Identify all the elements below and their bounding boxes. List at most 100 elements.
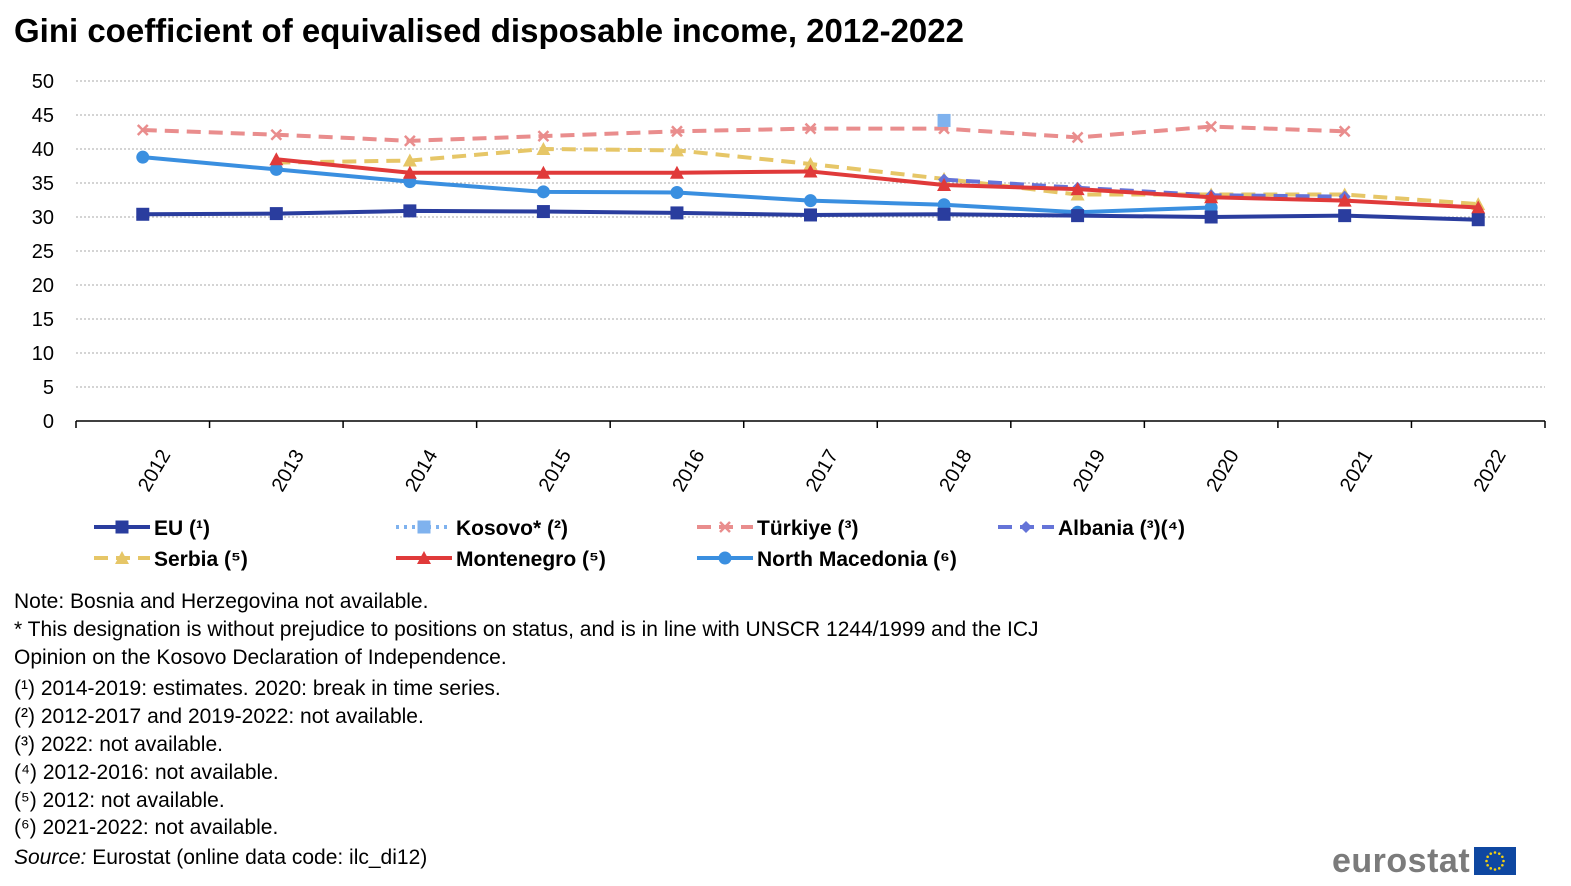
data-point bbox=[136, 150, 150, 164]
y-tick-label: 20 bbox=[32, 275, 54, 297]
note-line: Note: Bosnia and Herzegovina not availab… bbox=[14, 590, 429, 613]
data-point bbox=[1337, 193, 1352, 207]
x-tick-label: 2018 bbox=[935, 446, 976, 496]
series-lines bbox=[136, 113, 1486, 227]
gridlines bbox=[76, 80, 1545, 388]
x-tick-label: 2013 bbox=[268, 446, 309, 496]
logo-wordmark: eurostat bbox=[1332, 841, 1471, 880]
legend-item: Albania (³)(⁴) bbox=[998, 517, 1185, 540]
chart-notes: Note: Bosnia and Herzegovina not availab… bbox=[14, 588, 1039, 842]
data-point bbox=[136, 207, 150, 221]
footnote-line: (²) 2012-2017 and 2019-2022: not availab… bbox=[14, 705, 424, 729]
data-point bbox=[536, 142, 551, 155]
x-tick-label: 2012 bbox=[134, 446, 175, 496]
legend-label: Albania (³)(⁴) bbox=[1058, 517, 1185, 540]
data-point bbox=[804, 194, 817, 208]
footnote-line: (³) 2022: not available. bbox=[14, 732, 223, 756]
data-point bbox=[718, 551, 732, 565]
data-point bbox=[1204, 210, 1218, 224]
data-point bbox=[669, 143, 684, 157]
legend-label: North Macedonia (⁶) bbox=[757, 548, 957, 571]
series-line bbox=[276, 147, 1479, 207]
note-line: * This designation is without prejudice … bbox=[14, 617, 1039, 641]
flag-star bbox=[1493, 868, 1497, 871]
legend: EU (¹) Kosovo* (²) Türkiye (³) Albania (³)(… bbox=[94, 517, 1185, 571]
data-point bbox=[1070, 182, 1085, 196]
data-point bbox=[670, 206, 684, 220]
data-point bbox=[1338, 209, 1352, 223]
flag-star bbox=[1489, 867, 1493, 870]
series-montenegro bbox=[269, 152, 1486, 214]
series-line bbox=[142, 155, 1212, 215]
footnote-line: (¹) 2014-2019: estimates. 2020: break in… bbox=[14, 677, 501, 701]
data-point bbox=[270, 128, 283, 141]
legend-item: Montenegro (⁵) bbox=[396, 548, 606, 571]
footnote-line: (⁶) 2021-2022: not available. bbox=[14, 816, 279, 840]
flag-star bbox=[1501, 855, 1504, 859]
data-point bbox=[403, 134, 416, 147]
eu-flag-icon bbox=[1474, 847, 1517, 875]
x-tick-label: 2015 bbox=[535, 446, 576, 496]
x-tick-label: 2022 bbox=[1470, 446, 1511, 496]
data-point bbox=[670, 186, 684, 200]
data-point bbox=[536, 205, 550, 219]
data-point bbox=[1071, 131, 1084, 144]
y-tick-label: 15 bbox=[32, 309, 54, 331]
x-axis: 2012 2013 2014 2015 2016 2017 2018 2019 2020 2021… bbox=[75, 420, 1546, 496]
flag-star bbox=[1486, 855, 1490, 859]
data-point bbox=[537, 130, 550, 142]
footnote-line: (⁵) 2012: not available. bbox=[14, 788, 225, 812]
legend-item: North Macedonia (⁶) bbox=[697, 548, 957, 571]
data-point bbox=[269, 162, 283, 176]
x-tick-label: 2019 bbox=[1069, 446, 1110, 496]
data-point bbox=[1205, 120, 1218, 133]
data-point bbox=[417, 520, 431, 534]
y-tick-label: 40 bbox=[32, 139, 54, 161]
data-point bbox=[269, 207, 283, 221]
footnote-line: (⁴) 2012-2016: not available. bbox=[14, 760, 279, 784]
source-text: Eurostat (online data code: ilc_di12) bbox=[86, 846, 428, 869]
y-tick-label: 0 bbox=[43, 411, 54, 433]
series-kosovo bbox=[937, 113, 951, 127]
data-point bbox=[1204, 190, 1219, 204]
data-point bbox=[115, 520, 129, 534]
series-trkiye bbox=[136, 120, 1351, 147]
legend-label: Montenegro (⁵) bbox=[456, 548, 606, 571]
y-axis: 0 5 10 15 20 25 30 35 40 45 50 bbox=[32, 71, 54, 433]
flag-star bbox=[1485, 859, 1488, 863]
data-point bbox=[536, 185, 550, 199]
data-point bbox=[402, 153, 417, 167]
flag-star bbox=[1501, 863, 1504, 867]
flag-star bbox=[1502, 859, 1505, 863]
data-point bbox=[536, 165, 551, 179]
data-point bbox=[136, 124, 149, 136]
source-line: Source: Eurostat (online data code: ilc_… bbox=[14, 846, 427, 870]
source-label: Source: bbox=[14, 846, 87, 869]
data-point bbox=[1071, 209, 1085, 223]
y-tick-label: 5 bbox=[43, 377, 54, 399]
data-point bbox=[937, 178, 952, 192]
data-point bbox=[804, 208, 817, 222]
y-tick-label: 50 bbox=[32, 71, 54, 93]
series-line bbox=[142, 124, 1345, 143]
flag-star bbox=[1493, 851, 1497, 854]
legend-label: Türkiye (³) bbox=[757, 517, 859, 540]
data-point bbox=[269, 152, 284, 166]
data-point bbox=[671, 125, 683, 138]
flag-star bbox=[1498, 852, 1501, 855]
data-point bbox=[417, 551, 431, 564]
data-point bbox=[1338, 125, 1351, 138]
flag-star bbox=[1486, 863, 1490, 867]
legend-label: Kosovo* (²) bbox=[456, 517, 568, 540]
data-point bbox=[937, 207, 951, 221]
data-point bbox=[402, 165, 417, 179]
data-point bbox=[803, 164, 818, 178]
data-point bbox=[669, 165, 684, 179]
chart-title: Gini coefficient of equivalised disposab… bbox=[14, 12, 964, 49]
data-point bbox=[1471, 200, 1486, 214]
data-point bbox=[804, 122, 817, 135]
eurostat-logo: eurostat bbox=[1332, 841, 1517, 880]
y-tick-label: 45 bbox=[32, 105, 54, 127]
data-point bbox=[115, 551, 129, 564]
